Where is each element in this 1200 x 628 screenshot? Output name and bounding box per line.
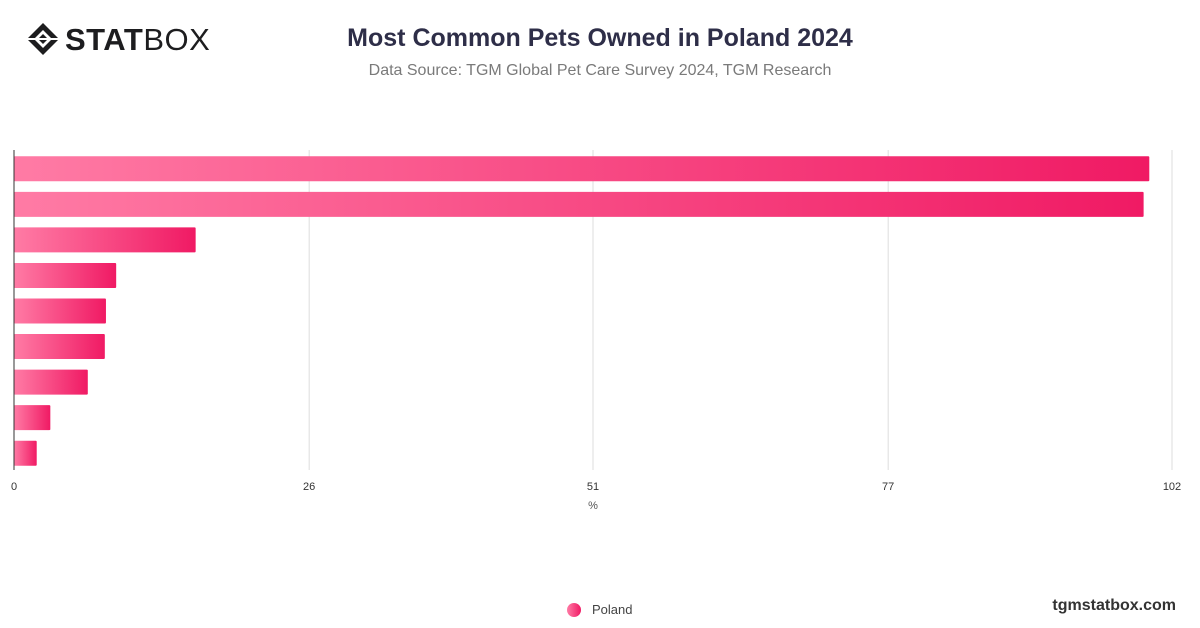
bar[interactable] xyxy=(14,262,117,288)
logo-light-text: BOX xyxy=(143,21,211,57)
chart-subtitle: Data Source: TGM Global Pet Care Survey … xyxy=(368,62,832,79)
logo-wordmark: STATBOX xyxy=(65,24,210,55)
legend-label-poland: Poland xyxy=(592,602,633,617)
bar[interactable] xyxy=(14,191,1144,217)
x-axis-title: % xyxy=(588,500,598,512)
footer-brand: tgmstatbox.com xyxy=(1052,597,1176,614)
bar[interactable] xyxy=(14,227,196,253)
axis-layer: 0 26 51 77 102% xyxy=(11,150,1181,512)
bar[interactable] xyxy=(14,298,106,324)
bar[interactable] xyxy=(14,369,88,395)
bars-layer xyxy=(14,156,1150,466)
x-tick-label: 102 xyxy=(1163,481,1181,493)
bar[interactable] xyxy=(14,156,1150,182)
bar[interactable] xyxy=(14,334,105,360)
bar[interactable] xyxy=(14,405,51,431)
statbox-diamond-icon xyxy=(27,23,59,55)
x-tick-label: 26 xyxy=(303,481,315,493)
x-tick-label: 0 xyxy=(11,481,17,493)
statbox-logo: STATBOX xyxy=(26,22,210,56)
chart-title: Most Common Pets Owned in Poland 2024 xyxy=(347,24,853,52)
legend[interactable]: Poland xyxy=(567,602,632,617)
x-tick-label: 51 xyxy=(587,481,599,493)
x-tick-label: 77 xyxy=(882,481,894,493)
logo-bold-text: STAT xyxy=(65,21,144,57)
bar[interactable] xyxy=(14,440,37,466)
legend-marker-icon xyxy=(567,602,581,617)
